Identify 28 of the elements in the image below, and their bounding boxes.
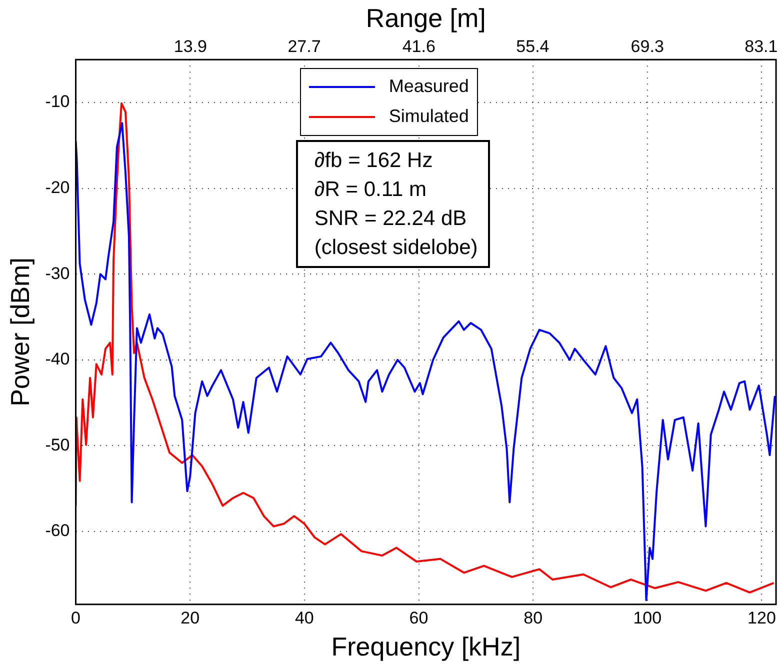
annotation: SNR = 22.24 dB	[314, 206, 468, 232]
y-tick-label: -30	[45, 264, 70, 283]
x2-tick-label: 83.1	[744, 37, 778, 56]
x2-tick-label: 41.6	[402, 37, 436, 56]
x-tick-label: 40	[294, 608, 314, 628]
y-tick-label: -20	[45, 178, 70, 197]
x-tick-label: 20	[180, 608, 200, 628]
legend-label: Simulated	[388, 106, 469, 128]
y-axis-title: Power [dBm]	[4, 258, 35, 406]
x2-axis-title: Range [m]	[366, 2, 486, 33]
x2-tick-label: 13.9	[174, 37, 207, 56]
y-tick-label: -50	[45, 435, 70, 454]
y-tick-label: -60	[45, 521, 70, 540]
legend-label: Measured	[388, 76, 469, 98]
x2-tick-label: 55.4	[516, 37, 550, 56]
x2-tick-label: 69.3	[630, 37, 664, 56]
annotation: ∂fb = 162 Hz	[314, 148, 434, 174]
x-tick-label: 120	[748, 608, 776, 628]
x-tick-label: 100	[633, 608, 662, 628]
y-tick-label: -40	[45, 350, 70, 369]
annotation: ∂R = 0.11 m	[314, 176, 428, 203]
x-tick-label: 80	[524, 608, 543, 628]
x-axis-title: Frequency [kHz]	[331, 632, 521, 662]
annotation: (closest sidelobe)	[314, 234, 478, 261]
x2-tick-label: 27.7	[288, 37, 321, 56]
y-tick-label: -10	[45, 92, 70, 112]
x-tick-label: 60	[409, 608, 428, 628]
x-tick-label: 0	[71, 608, 81, 628]
